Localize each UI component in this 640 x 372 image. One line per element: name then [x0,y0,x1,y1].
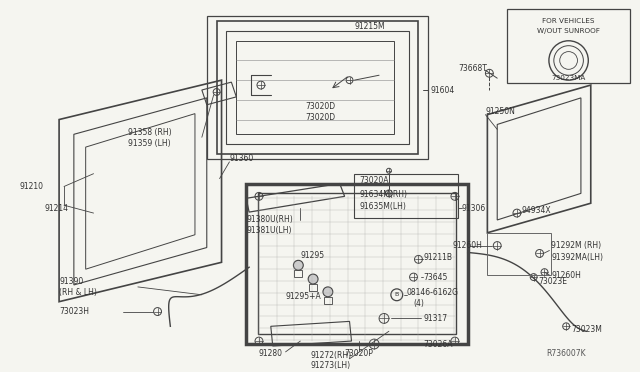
Text: 73020D: 73020D [305,113,335,122]
Text: 91306: 91306 [462,203,486,213]
Text: B: B [395,292,399,297]
Text: 91210: 91210 [20,182,44,191]
Text: 73023H: 73023H [59,307,89,316]
Text: 94934X: 94934X [522,206,552,215]
Text: 91260H: 91260H [453,241,483,250]
Text: 91317: 91317 [424,314,447,323]
Text: 91273(LH): 91273(LH) [310,361,350,370]
Text: 73026A: 73026A [424,340,453,349]
Text: 91604: 91604 [430,86,454,94]
Text: W/OUT SUNROOF: W/OUT SUNROOF [537,28,600,34]
Text: 91295: 91295 [300,251,324,260]
Text: 73020A: 73020A [360,176,389,185]
Text: 91359 (LH): 91359 (LH) [128,139,171,148]
Text: 91380U(RH): 91380U(RH) [246,215,293,224]
Text: 08146-6162G: 08146-6162G [406,288,459,297]
Text: 91390: 91390 [59,278,83,286]
Text: 73020P: 73020P [344,349,374,358]
Text: 91272(RH): 91272(RH) [310,351,351,360]
Text: FOR VEHICLES: FOR VEHICLES [542,18,595,24]
Text: 91250N: 91250N [485,107,515,116]
Text: R736007K: R736007K [547,349,586,358]
Text: 91215M: 91215M [355,22,385,31]
Text: 91392MA(LH): 91392MA(LH) [552,253,604,262]
Text: 73668T: 73668T [458,64,486,73]
Text: 91295+A: 91295+A [285,292,321,301]
Text: 73023M: 73023M [571,325,602,334]
Text: 91381U(LH): 91381U(LH) [246,226,292,235]
Text: 91635M(LH): 91635M(LH) [360,202,406,211]
Text: (4): (4) [413,299,424,308]
Text: 91260H: 91260H [552,270,581,280]
Text: 73023E: 73023E [539,278,568,286]
Circle shape [293,260,303,270]
Text: 91634M(RH): 91634M(RH) [360,190,408,199]
Circle shape [323,287,333,297]
Text: 91211B: 91211B [424,253,452,262]
Text: 73020D: 73020D [305,102,335,111]
Text: 91358 (RH): 91358 (RH) [128,128,172,137]
Text: 91360: 91360 [229,154,253,163]
Text: 73023MA: 73023MA [552,75,586,81]
Text: (RH & LH): (RH & LH) [59,288,97,297]
Text: 91280: 91280 [259,349,283,358]
Text: 91292M (RH): 91292M (RH) [552,241,602,250]
Circle shape [308,274,318,284]
Text: 73645: 73645 [424,273,448,282]
Text: 91214: 91214 [44,203,68,213]
